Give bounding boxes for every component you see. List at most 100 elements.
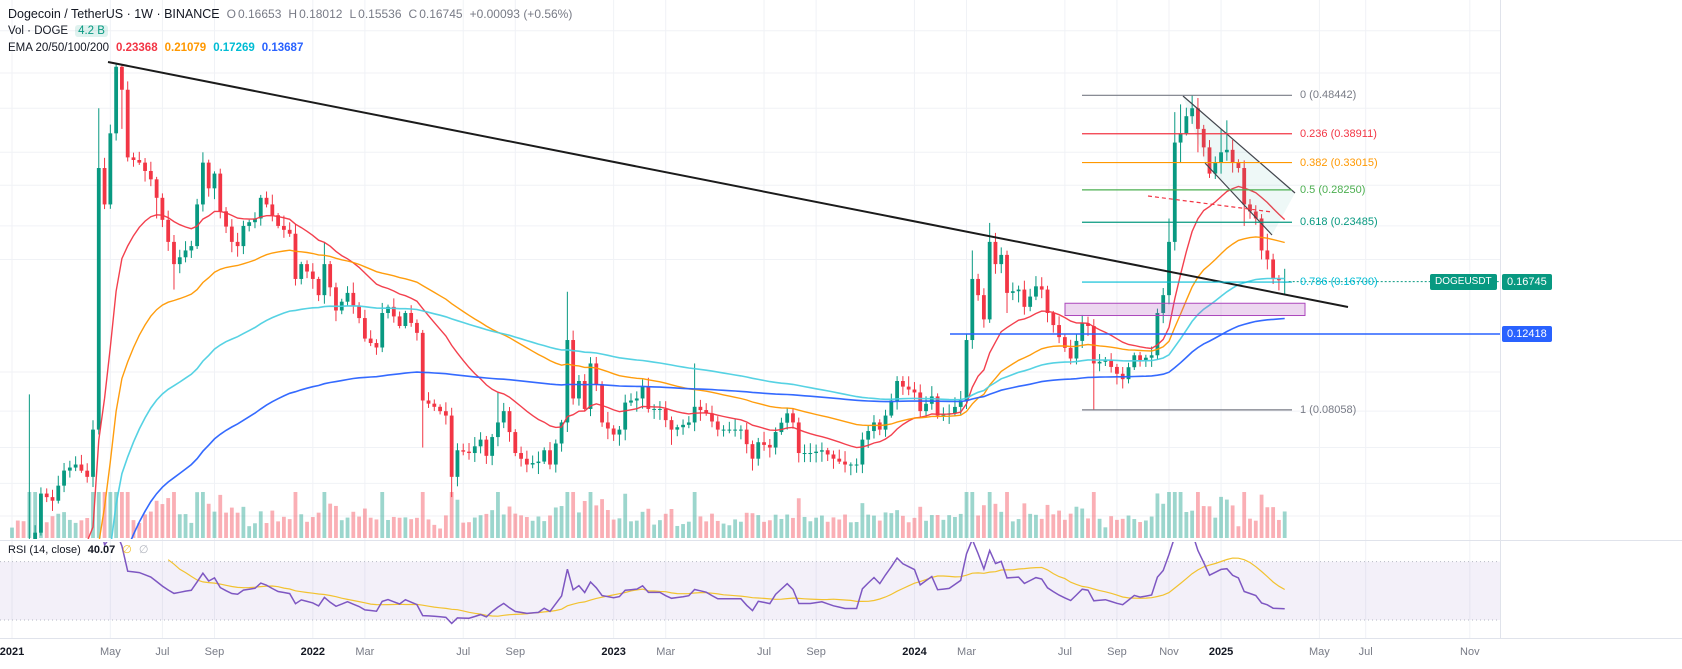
candle-body xyxy=(426,400,431,404)
time-axis-month-label: Sep xyxy=(1107,646,1127,658)
candle-body xyxy=(235,241,240,247)
candle-body xyxy=(449,415,454,477)
volume-bar xyxy=(964,492,969,538)
time-axis-month-label: Mar xyxy=(355,646,375,658)
candle-body xyxy=(640,386,645,399)
candle-body xyxy=(386,306,390,313)
symbol-legend-row: Dogecoin / TetherUS · 1W · BINANCE O 0.16… xyxy=(8,7,572,21)
volume-bar xyxy=(1097,518,1102,538)
chart-plot-area[interactable] xyxy=(0,0,1500,640)
candle-body xyxy=(102,168,107,205)
volume-bar xyxy=(380,492,385,538)
ema200-value: 0.13687 xyxy=(261,42,304,54)
price-axis[interactable] xyxy=(1500,0,1682,638)
time-axis-month-label: Nov xyxy=(1460,646,1480,658)
ema-label[interactable]: EMA 20/50/100/200 xyxy=(8,42,110,54)
candle-body xyxy=(548,450,552,465)
volume-bar xyxy=(1282,511,1287,538)
volume-bar xyxy=(368,517,373,538)
volume-bar xyxy=(183,514,188,538)
rsi-line xyxy=(103,542,1285,625)
candle-body xyxy=(1161,295,1166,313)
fib-level-label: 0.382 (0.33015) xyxy=(1300,156,1378,169)
candle-body xyxy=(1149,355,1154,358)
candle-body xyxy=(1086,323,1090,326)
volume-bar xyxy=(189,522,194,538)
symbol-title[interactable]: Dogecoin / TetherUS · 1W · BINANCE xyxy=(8,7,220,21)
time-axis-year-label: 2025 xyxy=(1208,646,1234,658)
volume-bar xyxy=(739,521,743,538)
candle-body xyxy=(1109,360,1114,367)
volume-bar xyxy=(449,492,454,538)
candle-body xyxy=(91,429,95,477)
candle-body xyxy=(941,414,946,416)
candle-body xyxy=(1039,286,1044,290)
candle-body xyxy=(912,389,917,393)
volume-bars xyxy=(10,492,1287,538)
candle-body xyxy=(831,454,836,459)
candle-body xyxy=(825,450,830,455)
candle-body xyxy=(432,403,437,407)
candle-body xyxy=(79,464,84,471)
candle-body xyxy=(438,406,442,412)
volume-bar xyxy=(1253,520,1258,538)
candle-body xyxy=(779,422,784,433)
volume-bar xyxy=(1039,518,1044,538)
volume-bar xyxy=(386,519,390,538)
candle-body xyxy=(802,453,807,455)
volume-bar xyxy=(21,521,26,538)
volume-bar xyxy=(1196,492,1200,538)
rsi-ma-line xyxy=(167,557,1285,617)
candle-body xyxy=(1126,367,1131,380)
candle-body xyxy=(96,168,101,430)
candle-body xyxy=(166,219,171,242)
candle-body xyxy=(177,257,182,265)
volume-bar xyxy=(617,518,622,538)
volume-bar xyxy=(67,519,72,538)
volume-bar xyxy=(478,515,483,538)
volume-bar xyxy=(854,522,859,538)
volume-bar xyxy=(981,505,986,538)
fib-level-label: 0 (0.48442) xyxy=(1300,89,1357,102)
candle-body xyxy=(484,439,489,456)
candle-body xyxy=(478,439,483,447)
candle-body xyxy=(1236,162,1241,169)
volume-bar xyxy=(866,514,871,538)
volume-bar xyxy=(542,521,547,538)
volume-bar xyxy=(114,492,119,538)
volume-bar xyxy=(912,517,917,538)
volume-bar xyxy=(820,515,824,538)
time-axis-month-label: Nov xyxy=(1159,646,1179,658)
candle-body xyxy=(137,160,142,163)
volume-bar xyxy=(1236,526,1241,538)
candle-body xyxy=(953,406,957,414)
volume-bar xyxy=(154,500,159,538)
candle-body xyxy=(692,406,697,423)
candle-body xyxy=(895,380,900,401)
rsi-ma-na-icon: ∅ xyxy=(122,544,132,556)
volume-bar xyxy=(999,511,1004,538)
volume-bar xyxy=(397,517,402,538)
time-axis[interactable]: 2021 May Jul Sep 2022 Mar Jul Sep 2023 Mar Jul Sep 2… xyxy=(0,638,1500,669)
candle-body xyxy=(843,461,847,465)
candle-body xyxy=(351,292,356,306)
volume-bar xyxy=(634,520,639,538)
candle-body xyxy=(73,464,78,468)
volume-bar xyxy=(663,513,668,538)
volume-bar xyxy=(455,499,460,538)
volume-bar xyxy=(270,510,275,538)
volume-bar xyxy=(85,517,90,538)
time-axis-month-label: Jul xyxy=(456,646,471,658)
volume-label[interactable]: Vol · DOGE xyxy=(8,25,69,37)
volume-bar xyxy=(137,522,142,538)
volume-bar xyxy=(73,522,78,538)
candle-body xyxy=(750,444,755,459)
candle-body xyxy=(287,229,292,234)
pane-separator[interactable] xyxy=(0,540,1682,541)
rsi-title[interactable]: RSI (14, close) xyxy=(8,543,81,556)
volume-bar xyxy=(814,517,819,538)
candle-body xyxy=(172,241,176,265)
candle-body xyxy=(316,278,321,296)
volume-bar xyxy=(351,511,356,538)
